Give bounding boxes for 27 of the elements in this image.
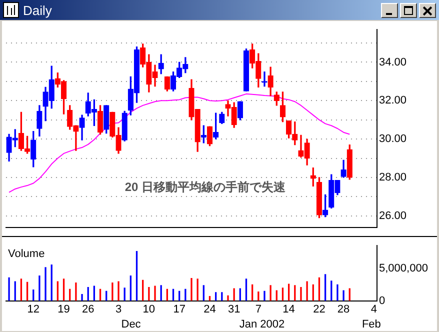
text: Dec <box>121 318 142 331</box>
chart-title: Volume <box>8 248 45 260</box>
x-tick-label: 28 <box>337 303 350 316</box>
x-tick-label: 19 <box>58 303 70 316</box>
candlestick <box>262 72 268 87</box>
x-tick-label: 31 <box>228 303 240 316</box>
x-tick-label: 10 <box>142 303 156 316</box>
y-tick-label: 32.00 <box>379 94 407 107</box>
x-tick-label: 22 <box>313 303 326 316</box>
text: Feb <box>362 318 381 331</box>
y-tick-label: 30.00 <box>379 133 407 146</box>
text: Jan 2002 <box>239 318 285 331</box>
y-tick-label: 28.00 <box>379 172 407 184</box>
x-tick-label: 3 <box>115 303 122 316</box>
x-tick-label: 14 <box>282 303 295 316</box>
y-tick-label: 26.00 <box>379 210 407 222</box>
x-tick-label: 17 <box>173 303 186 316</box>
y-tick-label: 5,000,000 <box>379 262 428 275</box>
chart-title: Daily <box>23 2 52 18</box>
y-tick-label: 0 <box>379 294 386 307</box>
x-tick-label: 26 <box>82 303 94 316</box>
x-tick-label: 4 <box>370 303 378 316</box>
x-tick-label: 24 <box>204 303 216 316</box>
x-tick-label: 7 <box>255 303 262 316</box>
annotation: 20 日移動平均線の手前で失速 <box>124 180 287 194</box>
y-tick-label: 34.00 <box>379 56 407 68</box>
x-tick-label: 12 <box>27 303 40 316</box>
